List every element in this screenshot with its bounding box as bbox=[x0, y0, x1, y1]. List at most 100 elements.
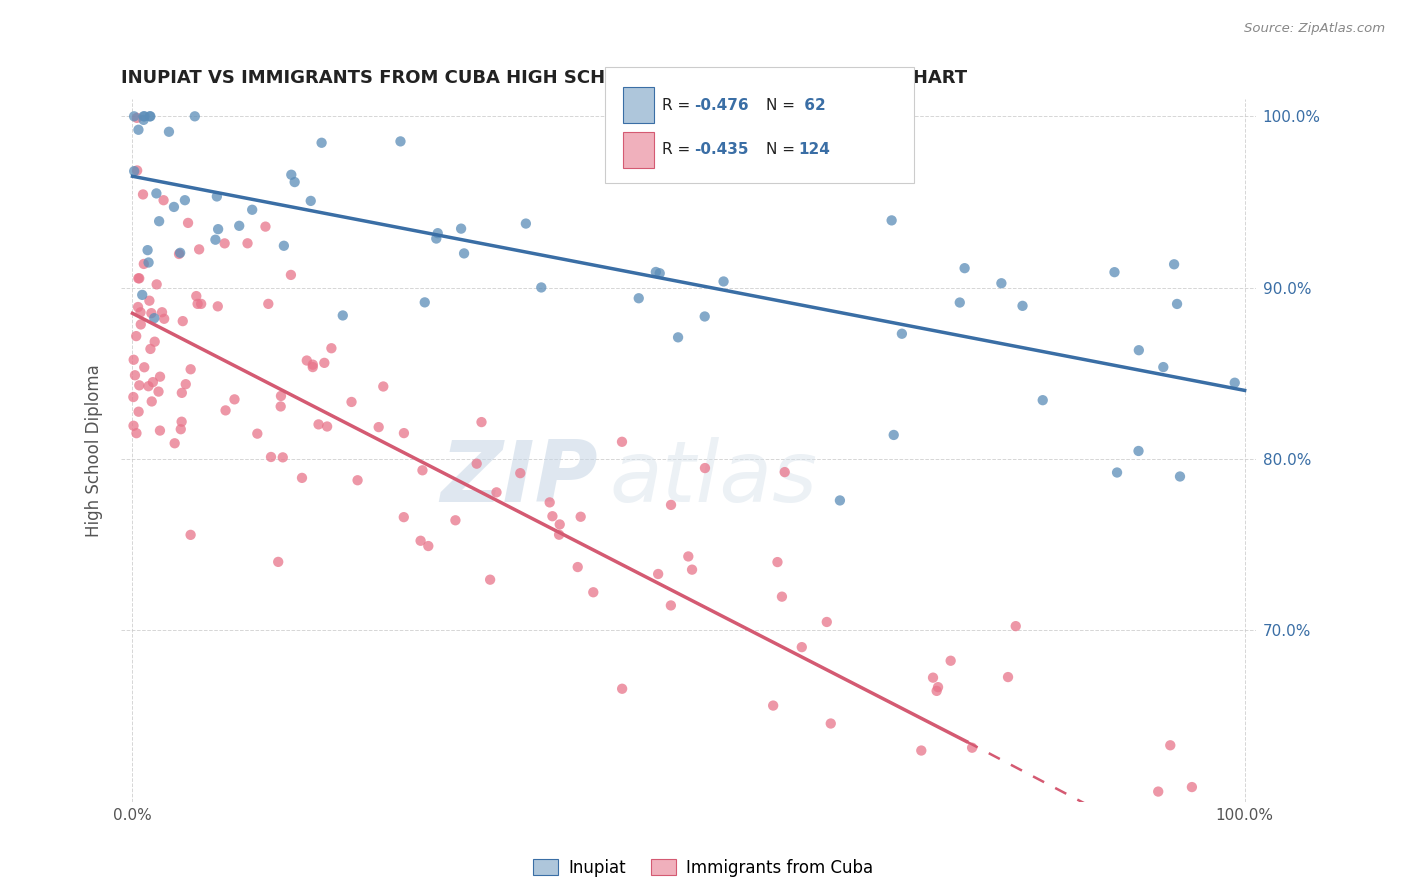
Point bbox=[548, 517, 571, 532]
Point bbox=[311, 136, 333, 150]
Point bbox=[953, 261, 976, 276]
Point bbox=[153, 311, 176, 326]
Point bbox=[170, 415, 193, 429]
Point bbox=[174, 193, 197, 207]
Point bbox=[766, 555, 789, 569]
Point bbox=[939, 654, 962, 668]
Point bbox=[152, 193, 174, 207]
Point bbox=[128, 378, 150, 392]
Point bbox=[122, 418, 145, 433]
Point bbox=[128, 405, 150, 419]
Point bbox=[257, 297, 280, 311]
Point bbox=[1004, 619, 1026, 633]
Point bbox=[163, 436, 186, 450]
Point bbox=[659, 498, 682, 512]
Point bbox=[207, 222, 229, 236]
Text: Source: ZipAtlas.com: Source: ZipAtlas.com bbox=[1244, 22, 1385, 36]
Point bbox=[450, 221, 472, 235]
Point bbox=[124, 368, 146, 383]
Text: 124: 124 bbox=[799, 143, 831, 157]
Point bbox=[280, 268, 302, 282]
Point bbox=[142, 375, 165, 389]
Point bbox=[411, 463, 433, 477]
Point bbox=[149, 369, 172, 384]
Point bbox=[180, 528, 202, 542]
Point bbox=[184, 109, 207, 123]
Point bbox=[479, 573, 502, 587]
Point bbox=[1166, 297, 1188, 311]
Point bbox=[138, 255, 160, 269]
Point bbox=[134, 360, 156, 375]
Point bbox=[1101, 829, 1123, 843]
Point bbox=[1104, 265, 1126, 279]
Point bbox=[790, 640, 813, 654]
Point bbox=[644, 265, 666, 279]
Point bbox=[509, 466, 531, 480]
Point bbox=[299, 194, 322, 208]
Point bbox=[678, 549, 700, 564]
Text: atlas: atlas bbox=[609, 437, 817, 520]
Point bbox=[167, 247, 190, 261]
Point bbox=[143, 311, 166, 326]
Point bbox=[145, 277, 167, 292]
Point bbox=[132, 187, 155, 202]
Point bbox=[308, 417, 330, 432]
Point bbox=[122, 390, 145, 404]
Point bbox=[141, 394, 163, 409]
Point bbox=[1159, 739, 1181, 753]
Point bbox=[240, 202, 263, 217]
Point bbox=[205, 189, 228, 203]
Point bbox=[770, 590, 793, 604]
Point bbox=[548, 527, 571, 541]
Point bbox=[828, 493, 851, 508]
Point bbox=[659, 599, 682, 613]
Text: N =: N = bbox=[766, 143, 800, 157]
Point bbox=[346, 473, 368, 487]
Point bbox=[538, 495, 561, 509]
Point bbox=[485, 485, 508, 500]
Point bbox=[647, 566, 669, 581]
Point bbox=[139, 342, 162, 356]
Point bbox=[1128, 444, 1150, 458]
Point bbox=[1181, 780, 1204, 794]
Point bbox=[922, 671, 945, 685]
Point bbox=[132, 109, 155, 123]
Point bbox=[820, 716, 842, 731]
Point bbox=[883, 428, 905, 442]
Y-axis label: High School Diploma: High School Diploma bbox=[86, 364, 103, 537]
Point bbox=[284, 175, 307, 189]
Point bbox=[141, 306, 163, 320]
Point bbox=[693, 310, 716, 324]
Point bbox=[128, 271, 150, 285]
Point bbox=[127, 271, 149, 285]
Point bbox=[762, 698, 785, 713]
Point bbox=[627, 291, 650, 305]
Point bbox=[713, 275, 735, 289]
Point bbox=[1057, 829, 1080, 843]
Point bbox=[125, 426, 148, 441]
Point bbox=[392, 510, 415, 524]
Point bbox=[340, 395, 363, 409]
Point bbox=[610, 681, 633, 696]
Point bbox=[582, 585, 605, 599]
Point bbox=[148, 384, 170, 399]
Point bbox=[271, 450, 294, 465]
Point bbox=[134, 109, 156, 123]
Point bbox=[530, 280, 553, 294]
Point bbox=[453, 246, 475, 260]
Point bbox=[122, 109, 145, 123]
Point bbox=[132, 112, 155, 127]
Point bbox=[425, 231, 447, 245]
Point bbox=[470, 415, 492, 429]
Point bbox=[122, 164, 145, 178]
Point bbox=[389, 135, 412, 149]
Point bbox=[925, 684, 948, 698]
Point bbox=[880, 213, 903, 227]
Point bbox=[418, 539, 440, 553]
Point bbox=[541, 509, 564, 524]
Point bbox=[904, 804, 927, 818]
Point bbox=[927, 680, 949, 694]
Point bbox=[693, 461, 716, 475]
Point bbox=[413, 295, 436, 310]
Point bbox=[1168, 469, 1191, 483]
